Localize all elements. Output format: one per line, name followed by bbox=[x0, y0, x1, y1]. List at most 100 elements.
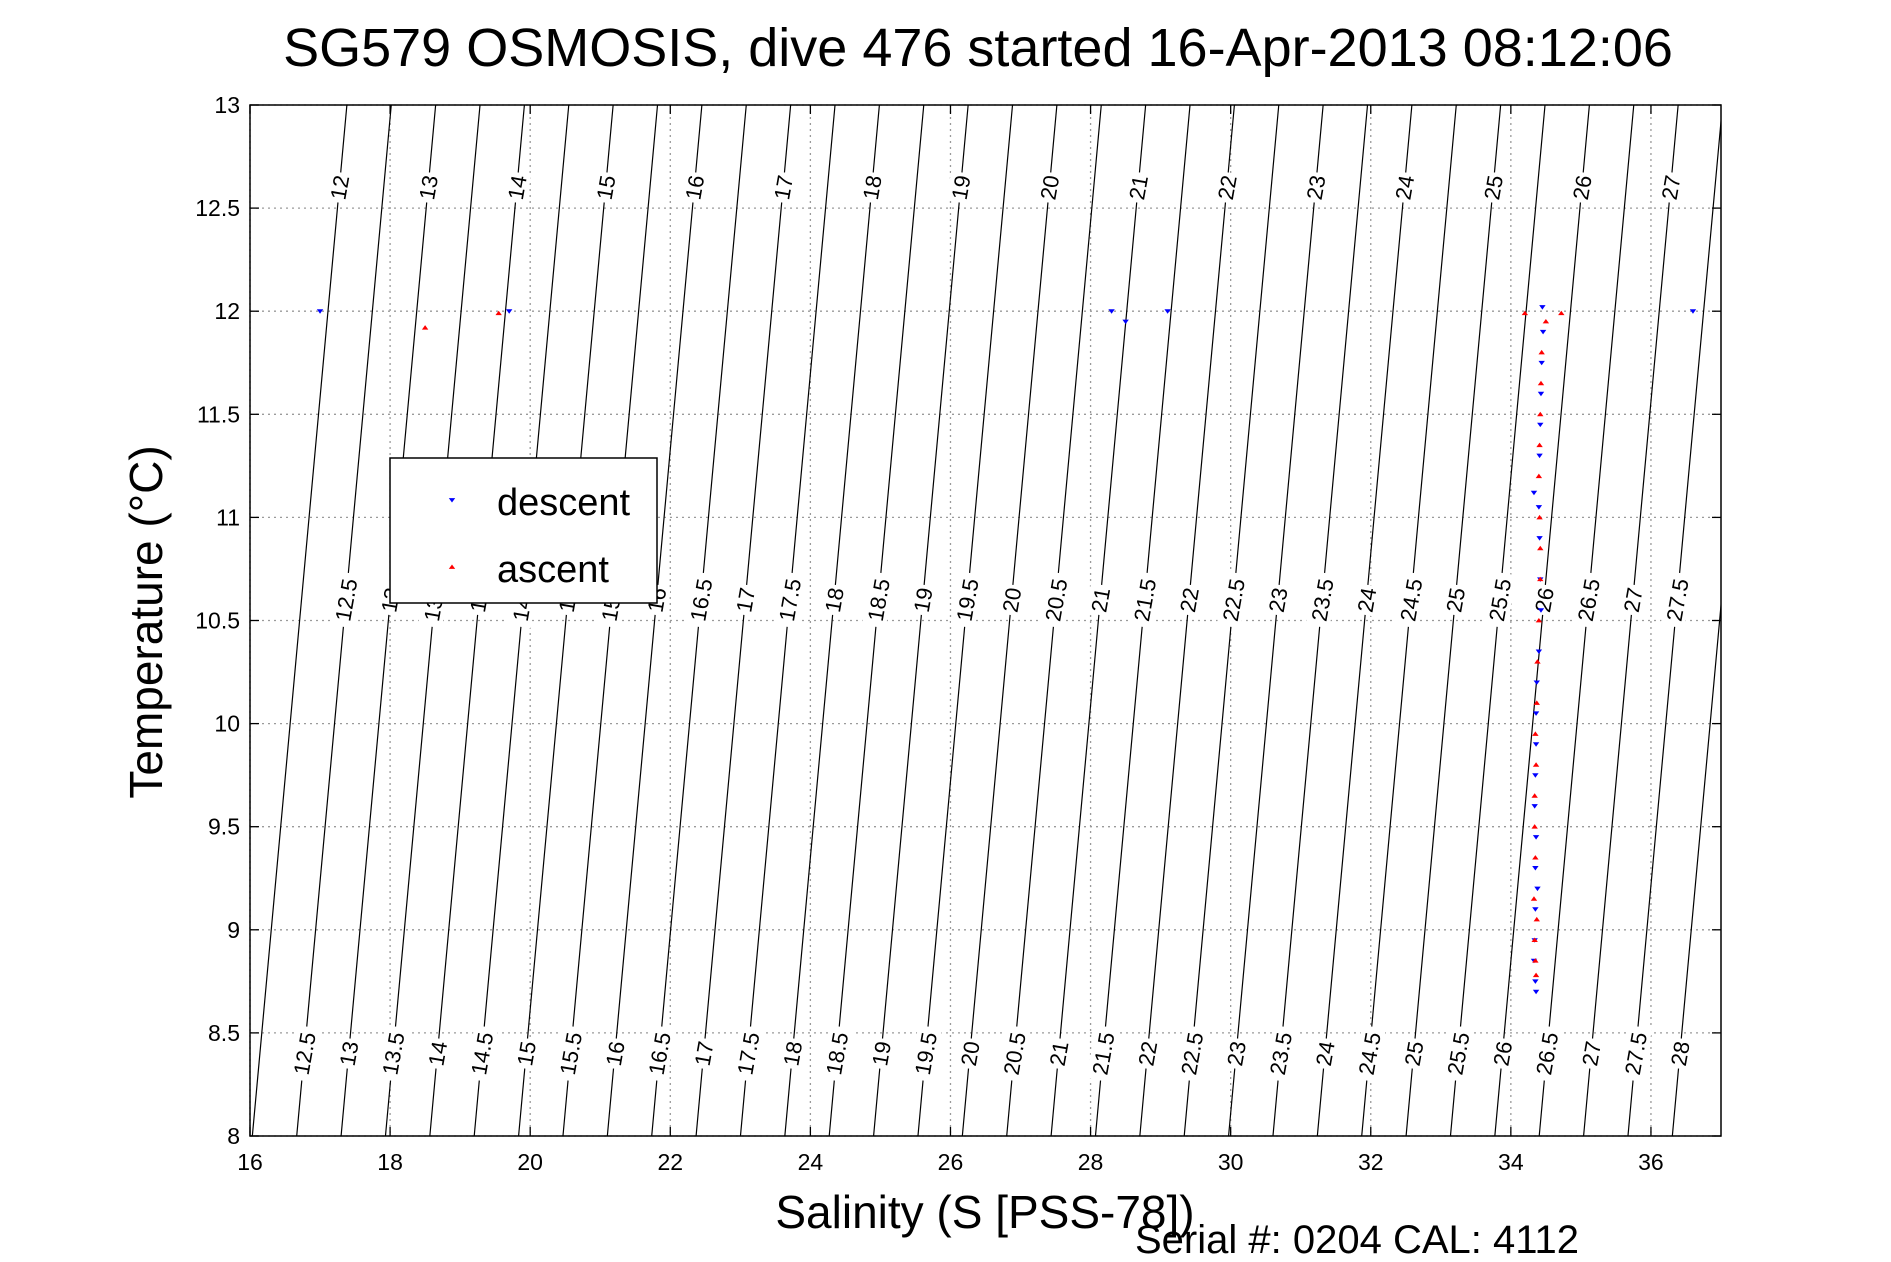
contour-label-middle: 27 bbox=[1618, 583, 1648, 617]
contour-label-text: 21.5 bbox=[1129, 577, 1161, 624]
contour-label-text: 24.5 bbox=[1395, 577, 1427, 624]
contour-label-text: 17 bbox=[731, 586, 760, 614]
contour-label-text: 23 bbox=[1222, 1039, 1251, 1067]
contour-label-backing bbox=[1310, 1036, 1340, 1071]
contour-label-text: 18.5 bbox=[863, 577, 895, 624]
contour-label-bottom: 25 bbox=[1399, 1036, 1429, 1071]
contour-label-backing bbox=[1034, 170, 1064, 205]
ascent-point bbox=[1537, 411, 1544, 417]
contour-label-backing bbox=[1123, 170, 1153, 205]
contour-label-middle: 19 bbox=[908, 583, 938, 617]
contour-label-text: 16 bbox=[680, 173, 709, 201]
contour-label-backing bbox=[950, 571, 984, 629]
contour-label-text: 22 bbox=[1175, 586, 1204, 614]
ascent-point bbox=[1531, 793, 1538, 798]
contour-label-backing bbox=[1352, 1024, 1386, 1083]
y-tick-label: 13 bbox=[214, 92, 240, 118]
ascent-point bbox=[1537, 545, 1544, 551]
density-contour-line bbox=[1316, 105, 1413, 1136]
ascent-point bbox=[1531, 824, 1538, 829]
contour-label-text: 16.5 bbox=[685, 577, 717, 624]
contour-label-backing bbox=[1086, 1024, 1120, 1083]
contour-label-bottom: 27.5 bbox=[1619, 1024, 1652, 1083]
contour-label-backing bbox=[1128, 571, 1162, 629]
contour-label-backing bbox=[684, 571, 718, 629]
ascent-point bbox=[1537, 380, 1545, 386]
contour-label-backing bbox=[1175, 1024, 1209, 1083]
contour-label-text: 14.5 bbox=[466, 1030, 498, 1077]
contour-label-text: 13 bbox=[335, 1039, 364, 1067]
descent-point bbox=[1122, 319, 1129, 325]
x-axis-label: Salinity (S [PSS-78]) bbox=[775, 1186, 1194, 1238]
contour-label-text: 20 bbox=[956, 1039, 985, 1067]
contour-label-text: 20 bbox=[1035, 173, 1064, 201]
descent-point bbox=[1531, 804, 1538, 809]
density-contour-line bbox=[961, 105, 1058, 1136]
contour-label-text: 23.5 bbox=[1265, 1030, 1297, 1077]
contour-label-backing bbox=[1529, 583, 1559, 617]
contour-label-backing bbox=[465, 1024, 499, 1083]
contour-label-text: 21 bbox=[1124, 173, 1153, 201]
contour-label-backing bbox=[1571, 571, 1605, 629]
axis-ticks: 16 18 20 22 24 26 28 30 32 34 36 8 8.5 9 9.5 10 10.5 11 11… bbox=[195, 92, 1721, 1175]
contour-label-top: 22 bbox=[1212, 170, 1242, 205]
contour-label-middle: 17 bbox=[730, 583, 760, 617]
contour-label-text: 14 bbox=[503, 173, 532, 201]
contour-label-bottom: 25.5 bbox=[1441, 1024, 1475, 1083]
contour-label-bottom: 15.5 bbox=[554, 1024, 587, 1083]
contour-label-text: 26 bbox=[1488, 1039, 1517, 1067]
contour-label-text: 22 bbox=[1133, 1039, 1162, 1067]
contour-label-middle: 27.5 bbox=[1660, 571, 1694, 629]
density-contour-line bbox=[1139, 105, 1235, 1136]
contour-label-backing bbox=[819, 583, 849, 617]
ascent-point bbox=[421, 325, 429, 330]
contour-label-middle: 20.5 bbox=[1039, 571, 1072, 629]
contour-label-text: 24.5 bbox=[1354, 1030, 1386, 1077]
contour-label-backing bbox=[1440, 583, 1470, 617]
x-tick-label: 34 bbox=[1498, 1149, 1524, 1175]
density-contour-line bbox=[340, 105, 437, 1136]
contour-label-text: 27 bbox=[1619, 586, 1648, 614]
contour-label-backing bbox=[422, 1036, 452, 1071]
contour-label-middle: 23.5 bbox=[1305, 571, 1339, 629]
x-tick-label: 30 bbox=[1218, 1149, 1244, 1175]
contour-label-text: 27 bbox=[1577, 1039, 1606, 1067]
contour-label-backing bbox=[1656, 170, 1686, 205]
contour-label-backing bbox=[768, 170, 798, 205]
ascent-point bbox=[1534, 659, 1541, 664]
contour-label-bottom: 21 bbox=[1044, 1036, 1074, 1071]
contour-label-text: 21 bbox=[1045, 1039, 1074, 1067]
contour-label-bottom: 19.5 bbox=[909, 1024, 942, 1083]
contour-label-text: 24 bbox=[1353, 586, 1382, 614]
density-contour-line bbox=[606, 105, 703, 1136]
descent-point bbox=[1532, 989, 1540, 995]
contour-label-bottom: 18.5 bbox=[820, 1024, 854, 1083]
contour-label-bottom: 23.5 bbox=[1264, 1024, 1297, 1083]
contour-label-bottom: 16 bbox=[600, 1036, 630, 1071]
contour-label-backing bbox=[329, 571, 363, 629]
ascent-point bbox=[1532, 972, 1540, 978]
descent-point bbox=[1164, 309, 1171, 314]
x-tick-label: 26 bbox=[938, 1149, 964, 1175]
contour-label-text: 13 bbox=[414, 173, 443, 201]
descent-point bbox=[1532, 866, 1539, 871]
ascent-point bbox=[1530, 896, 1538, 901]
ascent-point bbox=[1533, 916, 1540, 922]
density-contour-line bbox=[429, 105, 525, 1136]
contour-label-backing bbox=[820, 1024, 854, 1083]
y-tick-label: 8 bbox=[227, 1123, 240, 1149]
contour-label-text: 24 bbox=[1390, 173, 1419, 201]
contour-label-backing bbox=[1530, 1024, 1564, 1083]
descent-point bbox=[1532, 773, 1539, 778]
contour-label-text: 20.5 bbox=[999, 1030, 1031, 1077]
contour-label-backing bbox=[1660, 571, 1694, 629]
contour-label-backing bbox=[1212, 170, 1242, 205]
contour-label-top: 24 bbox=[1389, 170, 1419, 205]
ascent-point bbox=[1536, 442, 1543, 448]
y-tick-label: 9 bbox=[227, 917, 240, 943]
contour-label-text: 25.5 bbox=[1442, 1030, 1474, 1077]
contour-label-backing bbox=[866, 1036, 896, 1071]
contour-label-bottom: 24.5 bbox=[1352, 1024, 1386, 1083]
contour-label-text: 17.5 bbox=[774, 577, 806, 624]
